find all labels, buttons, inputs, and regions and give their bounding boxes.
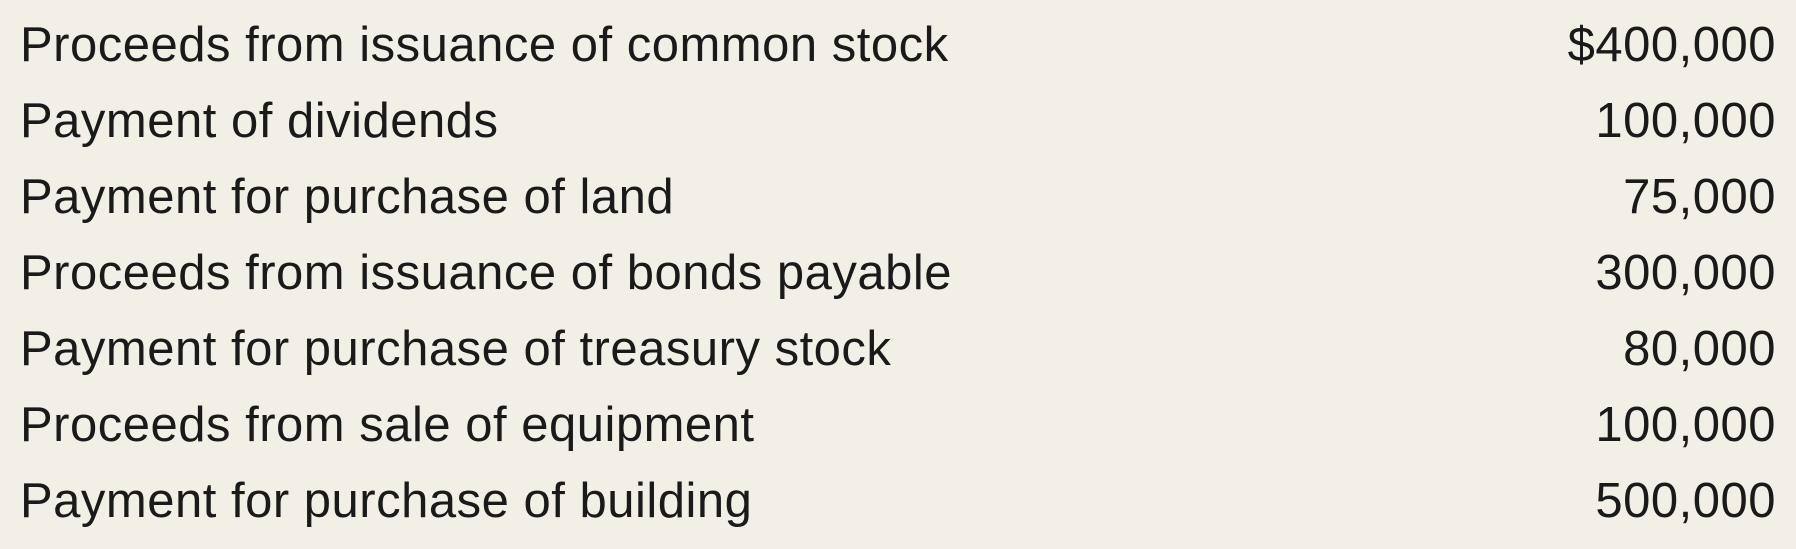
item-amount: 80,000 [1623, 312, 1776, 388]
item-label: Payment for purchase of building [20, 464, 752, 540]
item-label: Proceeds from issuance of bonds payable [20, 236, 952, 312]
table-row: Payment for purchase of land 75,000 [20, 160, 1776, 236]
table-row: Proceeds from issuance of common stock $… [20, 8, 1776, 84]
table-row: Payment for purchase of treasury stock 8… [20, 312, 1776, 388]
item-amount: 75,000 [1623, 160, 1776, 236]
item-label: Proceeds from issuance of common stock [20, 8, 949, 84]
item-label: Payment for purchase of land [20, 160, 674, 236]
item-amount: 300,000 [1595, 236, 1776, 312]
table-row: Payment of dividends 100,000 [20, 84, 1776, 160]
financial-items-table: Proceeds from issuance of common stock $… [20, 8, 1776, 540]
table-row: Proceeds from sale of equipment 100,000 [20, 388, 1776, 464]
item-amount: 500,000 [1595, 464, 1776, 540]
item-amount: 100,000 [1595, 84, 1776, 160]
item-label: Payment of dividends [20, 84, 499, 160]
table-row: Proceeds from issuance of bonds payable … [20, 236, 1776, 312]
item-amount: $400,000 [1568, 8, 1776, 84]
item-label: Payment for purchase of treasury stock [20, 312, 891, 388]
table-row: Payment for purchase of building 500,000 [20, 464, 1776, 540]
item-amount: 100,000 [1595, 388, 1776, 464]
item-label: Proceeds from sale of equipment [20, 388, 755, 464]
